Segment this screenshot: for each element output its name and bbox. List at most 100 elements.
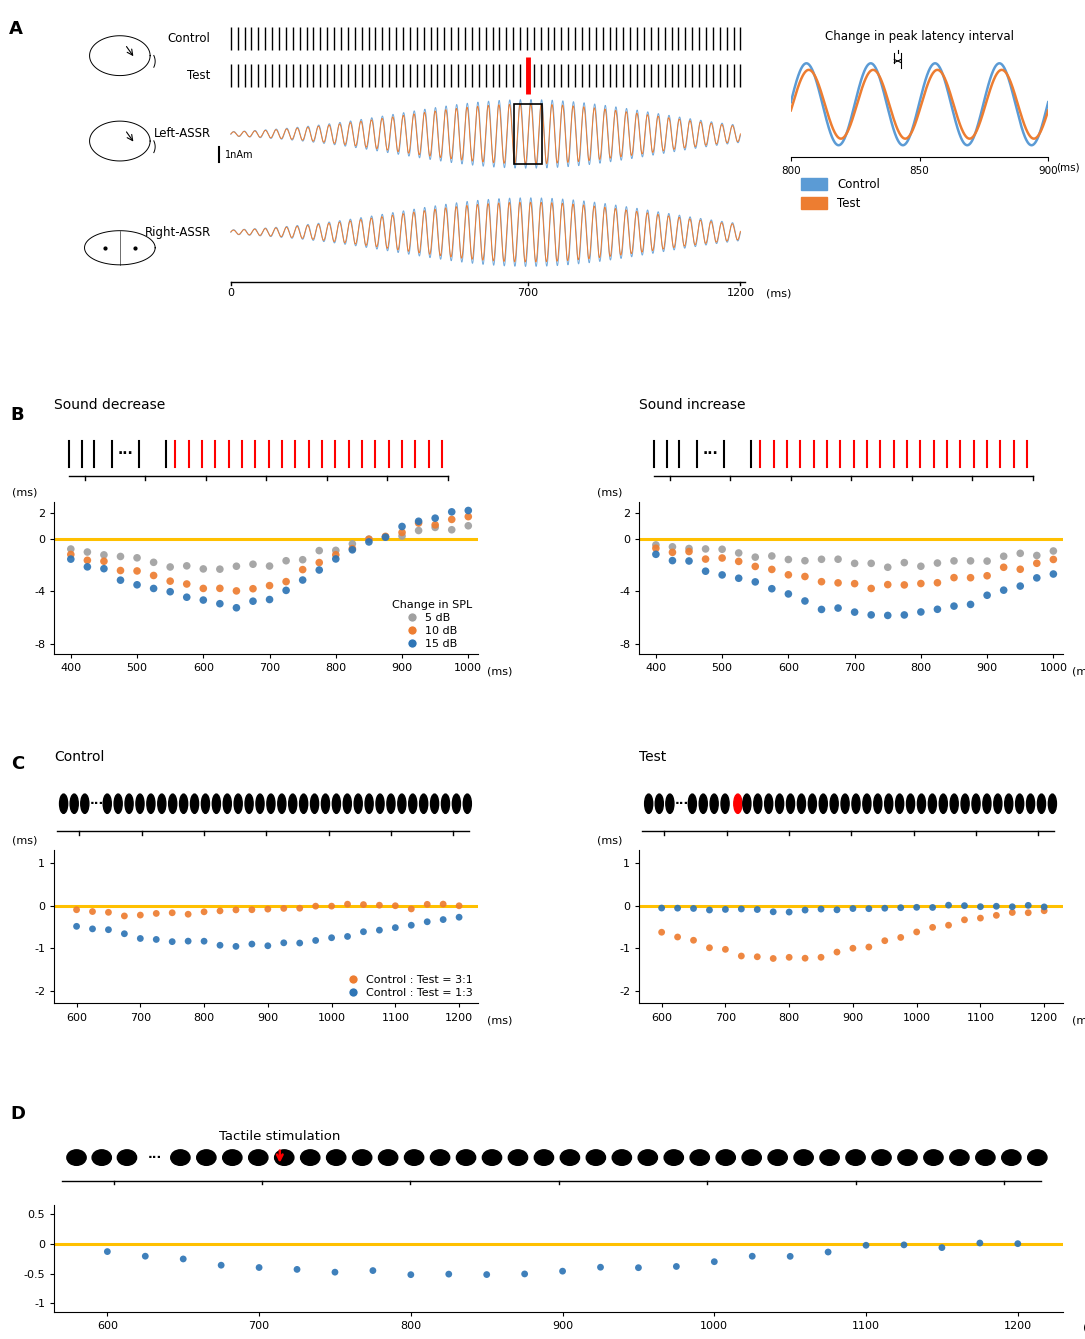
Point (895, 574, 912, 596)
Point (344, 533, 361, 554)
Point (945, 596, 962, 617)
Point (259, 935, 277, 956)
Point (714, 564, 731, 585)
Ellipse shape (343, 794, 352, 813)
Ellipse shape (278, 794, 285, 813)
Point (228, 580, 245, 601)
Point (145, 552, 163, 573)
Text: Sound increase: Sound increase (639, 398, 745, 412)
Ellipse shape (353, 1150, 372, 1165)
Point (591, 1256, 609, 1277)
Ellipse shape (961, 794, 969, 813)
Ellipse shape (420, 794, 427, 813)
Point (394, 525, 411, 546)
Ellipse shape (975, 1150, 995, 1165)
Point (979, 565, 996, 586)
Text: Sound decrease: Sound decrease (54, 398, 166, 412)
Point (860, 936, 878, 957)
Point (1020, 902, 1037, 924)
Point (276, 932, 293, 953)
Point (879, 605, 896, 627)
Point (434, 909, 451, 931)
Ellipse shape (743, 794, 751, 813)
Point (648, 534, 665, 556)
Ellipse shape (655, 794, 663, 813)
Point (860, 898, 878, 920)
Ellipse shape (114, 794, 123, 813)
Point (749, 898, 766, 920)
Text: (ms): (ms) (487, 667, 512, 676)
Point (260, 574, 278, 596)
Point (327, 540, 344, 561)
Ellipse shape (768, 1150, 788, 1165)
Point (365, 1260, 382, 1281)
Point (717, 939, 735, 960)
Ellipse shape (379, 1150, 398, 1165)
Point (310, 540, 328, 561)
Point (307, 929, 324, 951)
Point (780, 549, 797, 570)
Text: (ms): (ms) (597, 836, 623, 845)
Ellipse shape (327, 1150, 346, 1165)
Ellipse shape (136, 794, 144, 813)
Point (1009, 1233, 1026, 1255)
Ellipse shape (332, 794, 341, 813)
Point (956, 894, 973, 916)
Ellipse shape (222, 1150, 242, 1165)
Point (410, 520, 427, 541)
Point (912, 601, 930, 623)
Point (84, 901, 101, 923)
Ellipse shape (884, 794, 893, 813)
Ellipse shape (213, 794, 220, 813)
Point (857, 1235, 875, 1256)
Ellipse shape (1016, 794, 1024, 813)
Point (179, 904, 196, 925)
Point (162, 556, 179, 577)
Point (972, 896, 990, 917)
Point (376, 526, 394, 548)
Point (327, 1261, 344, 1283)
Point (195, 901, 213, 923)
Point (717, 898, 735, 920)
Ellipse shape (117, 1150, 137, 1165)
Point (668, 927, 686, 948)
Ellipse shape (248, 1150, 268, 1165)
Point (780, 901, 797, 923)
Ellipse shape (972, 794, 980, 813)
Point (386, 917, 404, 939)
Point (419, 911, 436, 932)
Point (278, 570, 295, 592)
Point (323, 896, 341, 917)
Point (371, 920, 388, 941)
Point (863, 604, 880, 625)
Ellipse shape (452, 794, 460, 813)
Ellipse shape (950, 794, 958, 813)
Ellipse shape (431, 1150, 449, 1165)
Point (971, 1232, 988, 1253)
Legend: Control, Test: Control, Test (796, 173, 884, 214)
Point (929, 552, 946, 573)
Point (62, 549, 79, 570)
Point (705, 1251, 723, 1272)
Point (175, 1248, 192, 1269)
Point (813, 549, 830, 570)
Point (732, 945, 750, 967)
Ellipse shape (699, 794, 707, 813)
Ellipse shape (586, 1150, 605, 1165)
Text: Test: Test (188, 70, 210, 82)
Point (344, 540, 361, 561)
Point (664, 542, 681, 564)
Ellipse shape (196, 1150, 216, 1165)
Point (100, 919, 117, 940)
Point (128, 574, 145, 596)
Point (212, 577, 229, 599)
Ellipse shape (1037, 794, 1046, 813)
Point (697, 538, 714, 560)
Point (1004, 901, 1021, 923)
Point (260, 589, 278, 611)
Point (929, 572, 946, 593)
Point (403, 915, 420, 936)
Ellipse shape (1026, 794, 1035, 813)
Ellipse shape (275, 1150, 294, 1165)
Ellipse shape (103, 794, 112, 813)
